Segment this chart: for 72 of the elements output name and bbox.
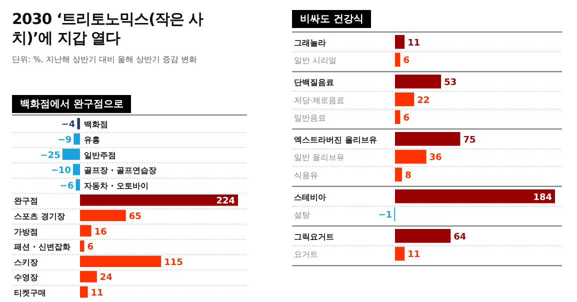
y-tick-label: 스테비아 (294, 192, 326, 202)
bar (80, 256, 162, 267)
data-label: 75 (463, 135, 476, 146)
y-tick-label: 백화점 (84, 120, 108, 130)
bar (76, 179, 80, 190)
data-label: 11 (90, 288, 104, 298)
data-label: 24 (100, 273, 112, 284)
y-tick-label: 엑스트라버진 올리브유 (294, 135, 377, 144)
chart-title: 비싸도 건강식 (292, 10, 372, 28)
data-label: 53 (444, 78, 457, 88)
y-tick-label: 자동차 · 오토바이 (84, 181, 149, 190)
bar (395, 132, 460, 146)
bar (74, 133, 80, 145)
y-tick-label: 일반 시리얼 (294, 56, 337, 66)
data-label: 6 (87, 242, 94, 253)
data-label: 65 (128, 212, 142, 222)
y-tick-label: 일반주점 (84, 150, 116, 160)
bar (395, 74, 442, 88)
data-label: 36 (429, 153, 442, 164)
bar (395, 189, 555, 204)
data-label: 16 (94, 227, 107, 238)
y-tick-label: 가방점 (14, 227, 38, 236)
y-tick-label: 그래놀라 (294, 38, 326, 48)
bar (80, 271, 97, 282)
data-label: −4 (61, 120, 76, 130)
data-label: 115 (164, 258, 183, 268)
data-label: −25 (40, 150, 60, 161)
bar (80, 210, 126, 222)
y-tick-label: 그릭요거트 (294, 232, 334, 242)
bar (395, 92, 414, 106)
bar (395, 35, 405, 49)
data-label: 22 (417, 96, 430, 106)
y-tick-label: 수영장 (14, 273, 38, 282)
y-tick-label: 설탕 (294, 210, 310, 220)
data-label: 11 (408, 250, 420, 260)
y-tick-label: 단백질음료 (294, 78, 334, 87)
chart-title: 백화점에서 완구점으로 (12, 95, 132, 113)
y-tick-label: 일반음료 (294, 114, 326, 123)
data-label: 224 (216, 196, 235, 207)
y-tick-label: 저당·제로음료 (294, 96, 345, 105)
data-label: 64 (454, 232, 466, 242)
data-label: 184 (533, 192, 552, 203)
y-tick-label: 패션 · 신변잡화 (14, 242, 71, 252)
y-tick-label: 티켓구매 (14, 288, 46, 298)
data-label: 11 (408, 38, 420, 48)
bar (395, 246, 405, 261)
bar (62, 148, 80, 160)
data-label: −1 (378, 210, 392, 221)
data-label: 6 (403, 56, 410, 66)
y-tick-label: 골프장 · 골프연습장 (84, 166, 157, 176)
data-label: −6 (60, 181, 74, 192)
data-label: −9 (58, 135, 72, 146)
bar (77, 118, 80, 130)
data-label: 8 (404, 171, 412, 181)
bar (395, 52, 400, 67)
data-label: −10 (50, 166, 71, 176)
data-label: 6 (403, 114, 410, 124)
bar (80, 286, 88, 298)
y-tick-label: 스포츠 경기장 (14, 212, 65, 221)
y-tick-label: 일반 올리브유 (294, 153, 345, 162)
bar (395, 150, 426, 164)
y-tick-label: 유흥 (84, 135, 100, 144)
bar (80, 225, 92, 236)
text: 단위: %, 지난해 상반기 대비 올해 상반기 증감 변화 (12, 54, 198, 65)
y-tick-label: 완구점 (14, 196, 38, 206)
text: 2030 ‘트리토노믹스(작은 사치)’에 지갑 열다 (12, 10, 204, 48)
y-tick-label: 식용유 (294, 171, 318, 180)
y-tick-label: 요거트 (294, 250, 318, 260)
bar (80, 194, 238, 206)
bar (72, 164, 80, 176)
y-tick-label: 스키장 (14, 258, 38, 267)
bar (80, 240, 84, 252)
